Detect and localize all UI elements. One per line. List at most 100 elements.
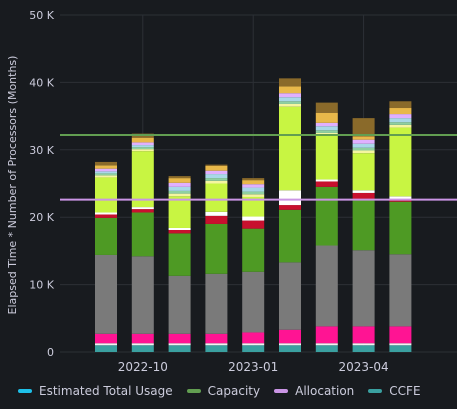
bar-segment	[315, 122, 338, 127]
bar-segment	[389, 196, 412, 200]
bar-segment	[389, 124, 412, 128]
bar-segment	[352, 345, 375, 352]
bar-segment	[168, 196, 191, 228]
legend-item[interactable]: Allocation	[274, 384, 354, 398]
y-tick-label: 10 K	[29, 279, 54, 292]
legend-swatch	[186, 389, 201, 393]
bar-segment	[95, 254, 117, 334]
legend-swatch	[274, 389, 289, 393]
bar-segment	[205, 345, 228, 352]
bar-segment	[389, 343, 412, 346]
legend-item[interactable]: CCFE	[368, 384, 421, 398]
bar-segment	[352, 143, 375, 148]
bar-segment	[131, 207, 154, 210]
legend-label: Capacity	[207, 384, 261, 398]
bar-segment	[168, 343, 191, 346]
bar-segment	[352, 136, 375, 140]
bar-segment	[95, 168, 117, 172]
bar-segment	[279, 103, 301, 107]
bar-segment	[95, 345, 117, 352]
bar-segment	[168, 333, 191, 344]
bar-segment	[352, 192, 375, 200]
x-tick-label: 2023-01	[228, 360, 278, 374]
bar-segment	[168, 233, 191, 276]
bar-segment	[352, 326, 375, 344]
bar-segment	[242, 271, 265, 333]
bar-segment	[279, 101, 301, 104]
y-tick-label: 30 K	[29, 144, 54, 157]
bar-segment	[279, 262, 301, 330]
bar-segment	[131, 151, 154, 208]
bar-segment	[131, 145, 154, 148]
bar-segment	[168, 186, 191, 191]
bar-segment	[352, 343, 375, 346]
bar-segment	[242, 191, 265, 195]
bar-segment	[168, 230, 191, 234]
bar-segment	[352, 147, 375, 151]
bar-segment	[315, 186, 338, 246]
bar-segment	[131, 345, 154, 352]
bar-segment	[205, 174, 228, 179]
y-tick-label: 0	[47, 346, 54, 359]
bar-segment	[95, 165, 117, 169]
bar-segment	[95, 333, 117, 344]
bar-segment	[315, 179, 338, 182]
bar-segment	[168, 190, 191, 194]
bar-segment	[279, 345, 301, 352]
bar-segment	[131, 137, 154, 143]
bar-segment	[279, 106, 301, 191]
bar-segment	[389, 201, 412, 255]
bar-segment	[279, 190, 301, 206]
bar-segment	[205, 178, 228, 181]
bar-segment	[315, 326, 338, 344]
bar-segment	[389, 118, 412, 123]
bar-segment	[352, 139, 375, 144]
bar-segment	[279, 343, 301, 346]
bar-segment	[242, 332, 265, 344]
bar-segment	[315, 126, 338, 131]
bar-segment	[168, 275, 191, 334]
bar-segment	[131, 256, 154, 334]
bar-segment	[389, 254, 412, 327]
bar-segment	[352, 150, 375, 154]
bar-segment	[131, 209, 154, 213]
bar-segment	[168, 193, 191, 197]
bar-segment	[315, 112, 338, 123]
y-tick-label: 20 K	[29, 211, 54, 224]
bar-segment	[131, 142, 154, 146]
bar-segment	[205, 183, 228, 212]
bar-segment	[205, 165, 228, 171]
bar-segment	[242, 178, 265, 181]
bar-segment	[242, 220, 265, 229]
bar-segment	[242, 343, 265, 346]
bar-segment	[352, 199, 375, 251]
bar-segment	[205, 343, 228, 346]
bar-segment	[95, 343, 117, 346]
legend-swatch	[18, 389, 32, 393]
bar-segment	[389, 114, 412, 119]
bar-segment	[315, 130, 338, 133]
bar-segment	[131, 212, 154, 257]
bar-segment	[95, 173, 117, 176]
bar-segment	[95, 161, 117, 166]
bar-segment	[242, 184, 265, 188]
bar-segment	[279, 209, 301, 263]
bar-segment	[389, 101, 412, 109]
legend-item[interactable]: Capacity	[186, 384, 261, 398]
legend-label: Allocation	[295, 384, 355, 398]
legend-label: Estimated Total Usage	[39, 384, 173, 398]
bar-segment	[242, 194, 265, 197]
bar-segment	[242, 228, 265, 272]
bar-segment	[279, 93, 301, 98]
threshold-lines	[60, 133, 457, 201]
legend-item[interactable]: Estimated Total Usage	[18, 384, 173, 398]
bar-segment	[352, 190, 375, 193]
bar-segment	[279, 78, 301, 87]
bar-segment	[389, 127, 412, 197]
bar-segment	[242, 187, 265, 192]
bar-segment	[131, 149, 154, 152]
bar-segment	[389, 122, 412, 125]
legend-swatch	[368, 389, 383, 393]
bar-stack-group	[95, 78, 412, 352]
